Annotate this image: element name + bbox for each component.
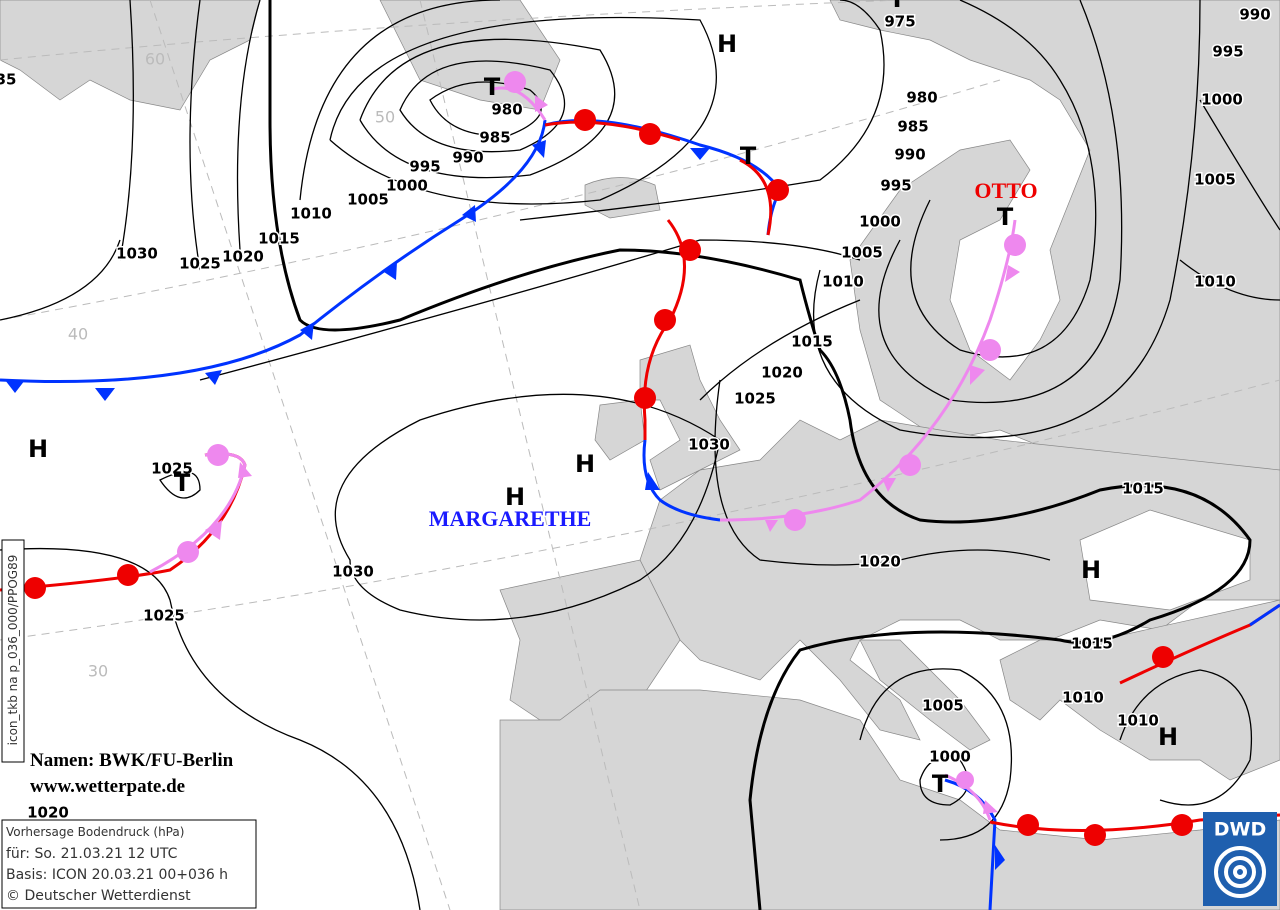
isobar-1015 xyxy=(268,0,1252,910)
isobar-label: 35 xyxy=(0,71,16,89)
model-id: icon_tkb na p_036_000/PPOG89 xyxy=(6,555,20,746)
isobar-label: 1010 xyxy=(822,273,864,291)
latitude-label: 30 xyxy=(88,662,108,681)
isobar-label: 1000 xyxy=(929,748,971,766)
info-line: © Deutscher Wetterdienst xyxy=(6,888,191,904)
isobar-label: 995 xyxy=(409,158,440,176)
isobar-label: 1000 xyxy=(1201,91,1243,109)
latitude-label: 60 xyxy=(145,50,165,69)
isobar-label: 990 xyxy=(452,149,483,167)
system-name: OTTO xyxy=(974,178,1037,203)
isobar-label: 1005 xyxy=(1194,171,1236,189)
dwd-logo-text: DWD xyxy=(1214,819,1267,841)
isobar-label: 1000 xyxy=(859,213,901,231)
info-line: Basis: ICON 20.03.21 00+036 h xyxy=(6,867,228,883)
isobar-label: 1000 xyxy=(386,177,428,195)
isobar-label: 990 xyxy=(1239,6,1270,24)
isobar-label: 1020 xyxy=(27,804,69,822)
pressure-center: T xyxy=(997,203,1014,231)
isobar-label: 975 xyxy=(884,13,915,31)
isobar-label: 1005 xyxy=(347,191,389,209)
pressure-center: T xyxy=(889,0,906,13)
isobar-label: 1030 xyxy=(688,436,730,454)
info-box xyxy=(1,819,257,909)
pressure-center: H xyxy=(1158,723,1178,751)
pressure-center: T xyxy=(740,142,757,170)
isobar-label: 1005 xyxy=(922,697,964,715)
isobar-label: 1020 xyxy=(761,364,803,382)
isobar-label: 980 xyxy=(906,89,937,107)
isobar-label: 1020 xyxy=(222,248,264,266)
isobar-label: 990 xyxy=(894,146,925,164)
pressure-center: H xyxy=(717,30,737,58)
credit: Namen: BWK/FU-Berlin xyxy=(30,750,234,771)
fronts xyxy=(0,71,1280,910)
pressure-center: H xyxy=(575,450,595,478)
isobar-label: 995 xyxy=(1212,43,1243,61)
isobar-label: 1015 xyxy=(791,333,833,351)
isobar-label: 1010 xyxy=(1117,712,1159,730)
isobar-label: 995 xyxy=(880,177,911,195)
isobar-label: 1030 xyxy=(332,563,374,581)
dwd-logo-swirl xyxy=(1214,846,1266,898)
isobar-label: 1015 xyxy=(1122,480,1164,498)
pressure-center: T xyxy=(484,73,501,101)
credit: www.wetterpate.de xyxy=(30,776,185,797)
isobar-label: 1025 xyxy=(143,607,185,625)
isobar-label: 980 xyxy=(491,101,522,119)
model-id-box xyxy=(1,539,25,763)
isobar-label: 1010 xyxy=(1194,273,1236,291)
isobar-label: 1015 xyxy=(258,230,300,248)
isobar-label: 1015 xyxy=(1071,635,1113,653)
labels: 975 9909951000980985990995100010051010101… xyxy=(0,0,1272,823)
pressure-center: H xyxy=(505,483,525,511)
info-line: für: So. 21.03.21 12 UTC xyxy=(6,846,178,862)
isobar-label: 1010 xyxy=(290,205,332,223)
isobar-label: 1025 xyxy=(734,390,776,408)
latitude-label: 50 xyxy=(375,108,395,127)
isobar-label: 1005 xyxy=(841,244,883,262)
isobar-label: 1020 xyxy=(859,553,901,571)
black-sea xyxy=(1079,509,1251,611)
latitude-label: 40 xyxy=(68,325,88,344)
pressure-center: H xyxy=(1081,556,1101,584)
isobar-label: 1025 xyxy=(179,255,221,273)
isobar-label: 1025 xyxy=(151,460,193,478)
isobar-label: 1010 xyxy=(1062,689,1104,707)
pressure-center: T xyxy=(174,469,191,497)
info-line: Vorhersage Bodendruck (hPa) xyxy=(6,825,184,839)
isobar-label: 985 xyxy=(479,129,510,147)
isobar-label: 985 xyxy=(897,118,928,136)
system-name: MARGARETHE xyxy=(429,506,592,531)
isobar-label: 1030 xyxy=(116,245,158,263)
pressure-center: H xyxy=(28,435,48,463)
pressure-center: T xyxy=(932,770,949,798)
